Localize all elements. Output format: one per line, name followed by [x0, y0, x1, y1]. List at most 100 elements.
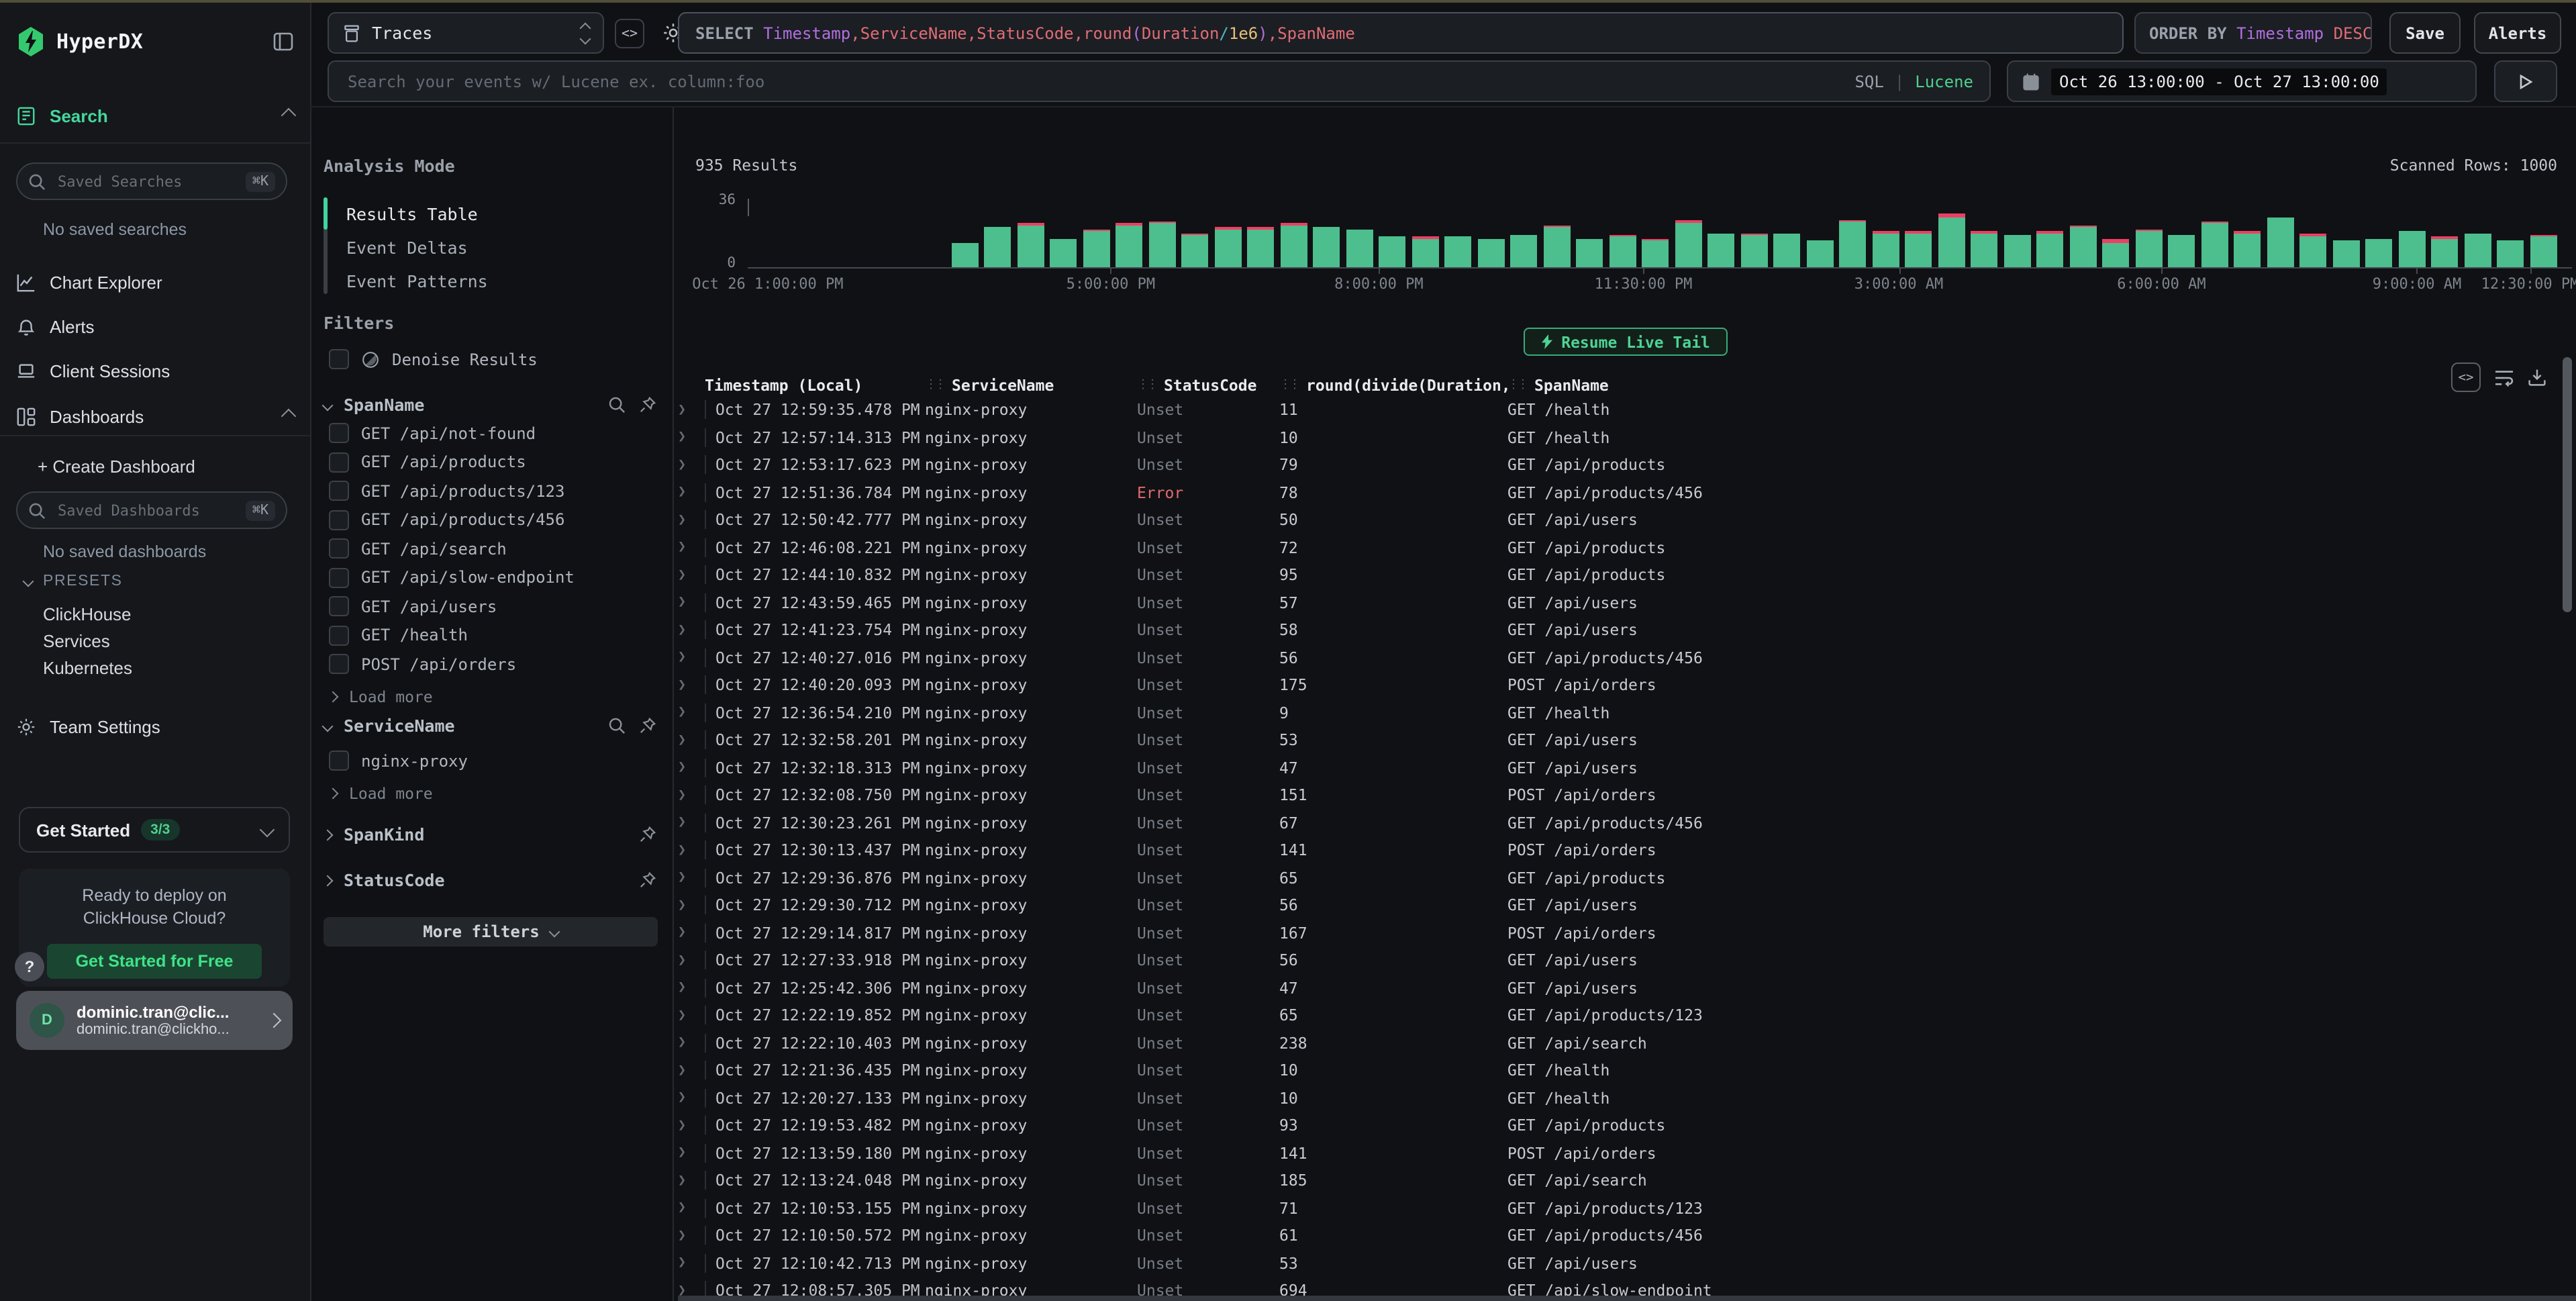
chart-bar[interactable]: [1379, 236, 1406, 267]
filter-checkbox[interactable]: [329, 625, 349, 646]
filter-checkbox[interactable]: [329, 481, 349, 501]
table-row[interactable]: ❯ Oct 27 12:10:50.572 PM nginx-proxy Unset 6…: [678, 1222, 2557, 1249]
column-drag-handle[interactable]: ⋮⋮: [925, 378, 946, 391]
filter-search-icon[interactable]: [608, 717, 626, 734]
chart-bar[interactable]: [1181, 233, 1209, 267]
filter-checkbox[interactable]: [329, 452, 349, 473]
chart-bar[interactable]: [2201, 222, 2228, 267]
filter-group-spankind[interactable]: SpanKind: [321, 824, 656, 845]
column-drag-handle[interactable]: ⋮⋮: [1507, 378, 1529, 391]
chart-bar[interactable]: [2069, 225, 2097, 267]
mode-event-deltas[interactable]: Event Deltas: [346, 237, 468, 257]
chart-bar[interactable]: [2497, 240, 2524, 267]
filter-group-statuscode[interactable]: StatusCode: [321, 870, 656, 890]
filter-option[interactable]: GET /api/products/123: [329, 477, 664, 505]
sidebar-item-kubernetes[interactable]: Kubernetes: [43, 657, 132, 677]
filter-option[interactable]: GET /api/search: [329, 534, 664, 563]
column-header-servicename[interactable]: ⋮⋮ ServiceName: [925, 375, 1054, 394]
table-row[interactable]: ❯ Oct 27 12:43:59.465 PM nginx-proxy Unset 5…: [678, 589, 2557, 616]
more-filters-button[interactable]: More filters: [324, 917, 658, 947]
filter-option[interactable]: nginx-proxy: [329, 746, 664, 775]
filter-checkbox[interactable]: [329, 567, 349, 588]
table-row[interactable]: ❯ Oct 27 12:44:10.832 PM nginx-proxy Unset 9…: [678, 561, 2557, 589]
pin-icon[interactable]: [639, 717, 656, 734]
download-icon[interactable]: [2528, 368, 2546, 387]
order-by-input[interactable]: ORDER BY Timestamp DESC: [2134, 12, 2372, 54]
chart-bar[interactable]: [2267, 218, 2294, 267]
filter-option[interactable]: POST /api/orders: [329, 650, 664, 679]
chart-bar[interactable]: [2431, 236, 2459, 267]
table-row[interactable]: ❯ Oct 27 12:29:30.712 PM nginx-proxy Unset 5…: [678, 892, 2557, 919]
filter-checkbox[interactable]: [329, 423, 349, 444]
denoise-checkbox[interactable]: [329, 349, 349, 369]
table-row[interactable]: ❯ Oct 27 12:59:35.478 PM nginx-proxy Unset 1…: [678, 396, 2557, 424]
pin-icon[interactable]: [639, 871, 656, 889]
user-menu[interactable]: D dominic.tran@clic... dominic.tran@clic…: [16, 991, 293, 1050]
chart-bar[interactable]: [2135, 229, 2163, 267]
table-row[interactable]: ❯ Oct 27 12:36:54.210 PM nginx-proxy Unset 9…: [678, 699, 2557, 726]
alerts-button[interactable]: Alerts: [2474, 12, 2561, 54]
filter-option[interactable]: GET /api/products: [329, 448, 664, 477]
table-row[interactable]: ❯ Oct 27 12:19:53.482 PM nginx-proxy Unset 9…: [678, 1112, 2557, 1139]
table-row[interactable]: ❯ Oct 27 12:30:13.437 PM nginx-proxy Unset 1…: [678, 836, 2557, 864]
chart-bar[interactable]: [1773, 233, 1801, 267]
chart-bar[interactable]: [984, 227, 1011, 267]
chart-bar[interactable]: [2168, 234, 2195, 267]
column-header-spanname[interactable]: ⋮⋮ SpanName: [1507, 375, 1609, 394]
chart-bar[interactable]: [1050, 238, 1077, 267]
chart-bar[interactable]: [2332, 240, 2360, 267]
sidebar-item-client-sessions[interactable]: Client Sessions: [16, 354, 294, 387]
filter-group-spanname[interactable]: SpanName: [321, 395, 656, 415]
presets-toggle[interactable]: PRESETS: [22, 573, 123, 589]
chart-bar[interactable]: [1806, 240, 1834, 267]
event-search-field[interactable]: [345, 70, 1842, 92]
filter-option[interactable]: GET /api/slow-endpoint: [329, 563, 664, 592]
get-started-free-button[interactable]: Get Started for Free: [47, 944, 262, 979]
table-row[interactable]: ❯ Oct 27 12:46:08.221 PM nginx-proxy Unset 7…: [678, 534, 2557, 561]
table-row[interactable]: ❯ Oct 27 12:32:08.750 PM nginx-proxy Unset 1…: [678, 781, 2557, 809]
saved-dashboards-field[interactable]: [55, 500, 236, 520]
denoise-results-toggle[interactable]: Denoise Results: [329, 349, 538, 369]
pin-icon[interactable]: [639, 396, 656, 414]
vertical-scrollbar[interactable]: [2563, 357, 2572, 612]
chart-bar[interactable]: [1477, 238, 1505, 267]
chart-bar[interactable]: [2036, 231, 2064, 267]
chart-bar[interactable]: [2464, 233, 2491, 267]
chart-bar[interactable]: [1675, 220, 1702, 267]
chart-bar[interactable]: [1444, 236, 1472, 267]
filter-checkbox[interactable]: [329, 596, 349, 617]
table-row[interactable]: ❯ Oct 27 12:32:58.201 PM nginx-proxy Unset 5…: [678, 726, 2557, 754]
mode-results-table[interactable]: Results Table: [346, 203, 478, 224]
chart-bar[interactable]: [2234, 231, 2261, 267]
chart-bar[interactable]: [1313, 227, 1340, 267]
language-sql-option[interactable]: SQL: [1854, 72, 1884, 91]
chart-bar[interactable]: [2003, 234, 2031, 267]
chart-bar[interactable]: [951, 242, 979, 267]
column-header-duration[interactable]: ⋮⋮ round(divide(Duration,: [1279, 375, 1507, 394]
chart-bar[interactable]: [1905, 231, 1932, 267]
sidebar-item-clickhouse[interactable]: ClickHouse: [43, 604, 132, 624]
table-row[interactable]: ❯ Oct 27 12:29:14.817 PM nginx-proxy Unset 1…: [678, 919, 2557, 947]
chart-bar[interactable]: [2102, 238, 2130, 267]
chart-bar[interactable]: [1346, 229, 1373, 267]
mode-event-patterns[interactable]: Event Patterns: [346, 271, 488, 291]
table-row[interactable]: ❯ Oct 27 12:57:14.313 PM nginx-proxy Unset 1…: [678, 424, 2557, 451]
table-row[interactable]: ❯ Oct 27 12:41:23.754 PM nginx-proxy Unset 5…: [678, 616, 2557, 644]
run-query-button[interactable]: [2494, 60, 2557, 102]
chart-bar[interactable]: [2398, 231, 2426, 267]
chart-bar[interactable]: [1017, 223, 1044, 267]
table-row[interactable]: ❯ Oct 27 12:13:59.180 PM nginx-proxy Unset 1…: [678, 1139, 2557, 1167]
sidebar-item-services[interactable]: Services: [43, 630, 110, 650]
edit-source-code-button[interactable]: <>: [615, 19, 644, 48]
sidebar-item-team-settings[interactable]: Team Settings: [16, 710, 294, 742]
column-header-timestamp[interactable]: Timestamp (Local): [705, 375, 863, 394]
chart-bar[interactable]: [1707, 233, 1735, 267]
chart-bar[interactable]: [1740, 233, 1768, 267]
horizontal-scrollbar[interactable]: [678, 1296, 2576, 1301]
filter-option[interactable]: GET /api/users: [329, 592, 664, 621]
sidebar-item-search[interactable]: Search: [16, 99, 297, 132]
table-row[interactable]: ❯ Oct 27 12:22:10.403 PM nginx-proxy Unset 2…: [678, 1029, 2557, 1057]
column-header-statuscode[interactable]: ⋮⋮ StatusCode: [1137, 375, 1257, 394]
table-row[interactable]: ❯ Oct 27 12:27:33.918 PM nginx-proxy Unset 5…: [678, 947, 2557, 974]
chart-bar[interactable]: [1083, 229, 1110, 267]
